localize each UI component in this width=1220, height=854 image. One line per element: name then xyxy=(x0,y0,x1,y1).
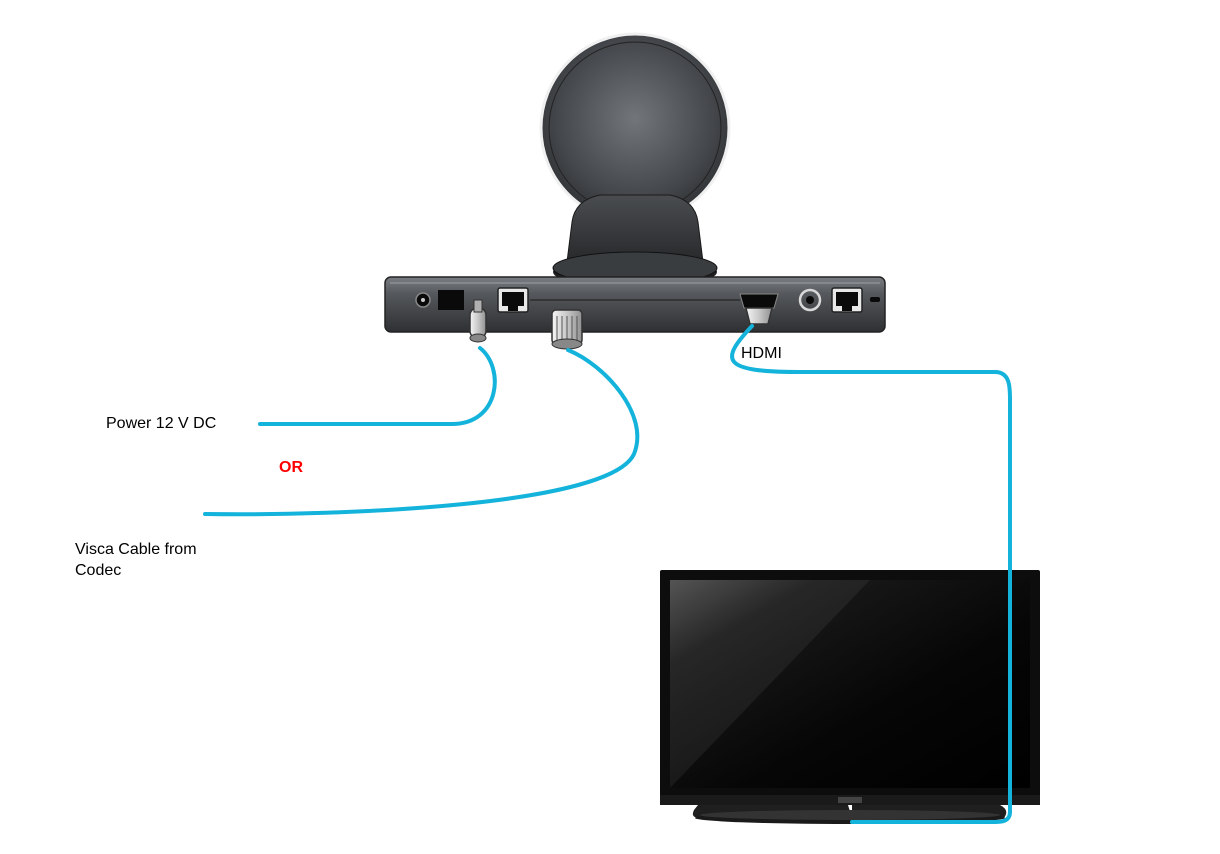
power-label: Power 12 V DC xyxy=(106,414,216,435)
hdmi-plug-icon xyxy=(746,308,772,324)
visca-label: Visca Cable from Codec xyxy=(75,540,197,582)
tv-monitor xyxy=(660,570,1040,824)
visca-plug-icon xyxy=(552,310,582,349)
hdmi-label: HDMI xyxy=(741,344,782,365)
camera-neck xyxy=(553,195,717,288)
camera-head xyxy=(541,34,729,222)
power-cable xyxy=(260,348,495,424)
visca-cable xyxy=(205,350,637,514)
or-label: OR xyxy=(279,459,303,477)
